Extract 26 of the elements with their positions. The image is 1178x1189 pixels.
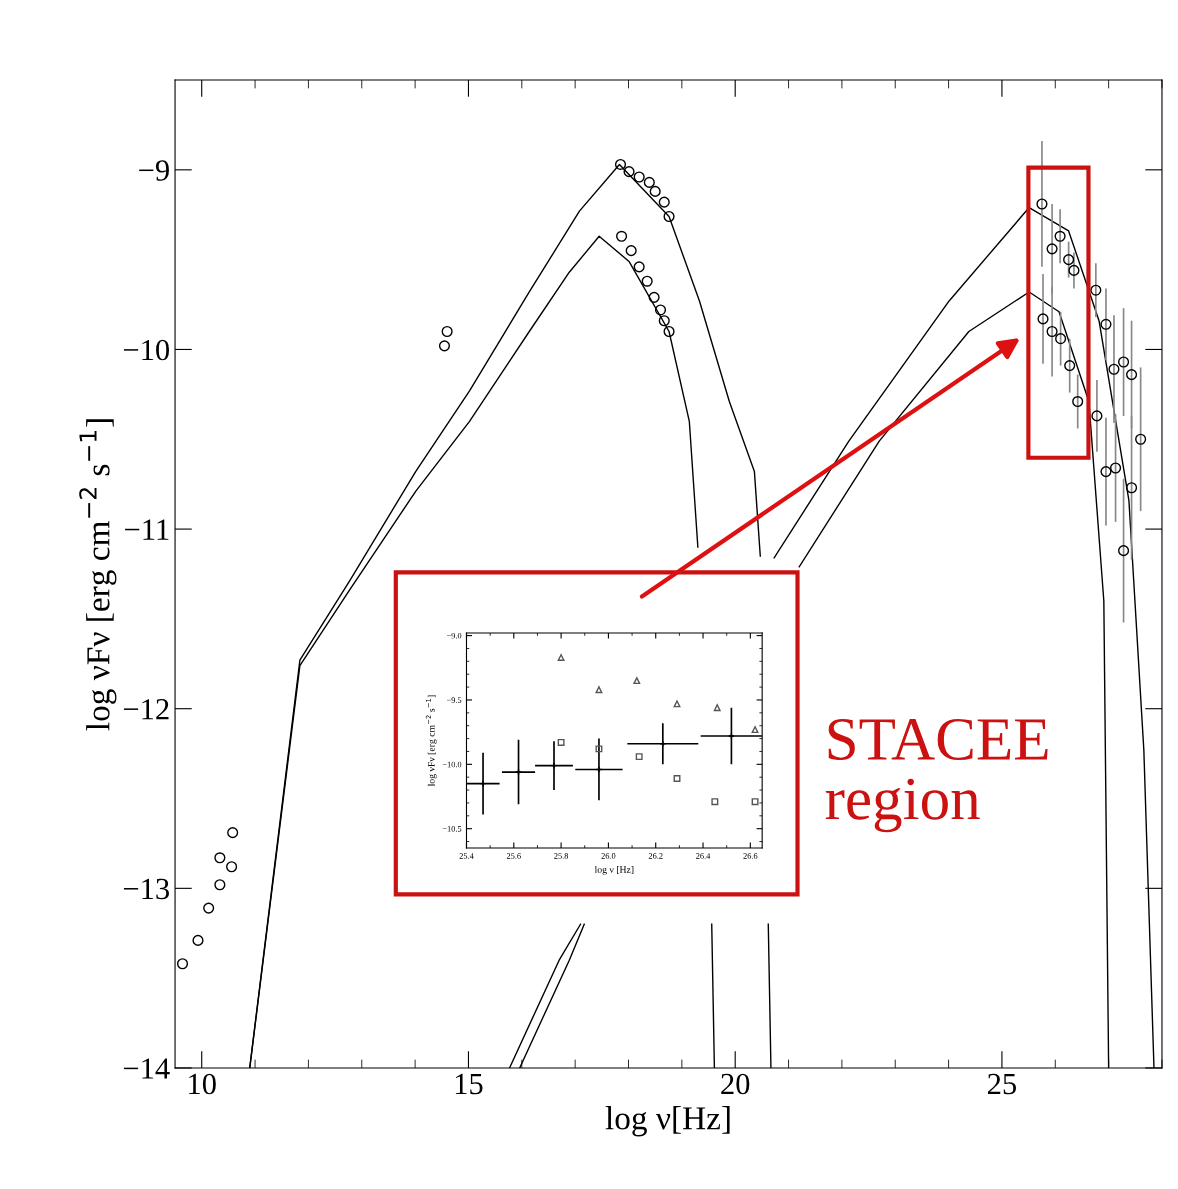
x-tick-label: 25.8 (554, 853, 569, 859)
x-tick-label: 20 (721, 1073, 750, 1095)
x-axis-title: log ν[Hz] (605, 1106, 730, 1137)
y-tick-label: −11 (125, 519, 169, 540)
y-tick-label: −9.5 (446, 697, 462, 703)
x-tick-label: 25 (988, 1073, 1017, 1095)
y-tick-label: −10.0 (442, 761, 462, 768)
x-tick-label: 26.2 (648, 853, 663, 859)
y-tick-label: −14 (123, 1058, 170, 1079)
x-tick-label: 15 (455, 1073, 483, 1095)
y-axis-title: log νFν [erg cm$^{−2}$ s$^{−1}$] (425, 695, 437, 787)
y-tick-label: −12 (123, 699, 169, 720)
x-axis-title: log ν [Hz] (594, 865, 634, 875)
x-tick-label: 25.4 (459, 853, 474, 859)
y-axis-title: log νFν [erg cm$^{−2}$ s$^{−1}$] (79, 419, 117, 731)
x-tick-label: 26.0 (601, 853, 616, 859)
y-tick-label: −10.5 (442, 826, 462, 832)
y-tick-label: −13 (123, 878, 169, 900)
y-tick-label: −10 (123, 339, 170, 361)
y-tick-label: −9 (139, 160, 169, 181)
x-tick-label: 25.6 (506, 853, 521, 859)
y-tick-label: −9.0 (446, 632, 462, 639)
x-tick-label: 26.4 (696, 853, 711, 859)
x-tick-label: 10 (189, 1073, 216, 1095)
x-tick-label: 26.6 (743, 853, 758, 859)
annotation: STACEE region (825, 718, 1048, 833)
